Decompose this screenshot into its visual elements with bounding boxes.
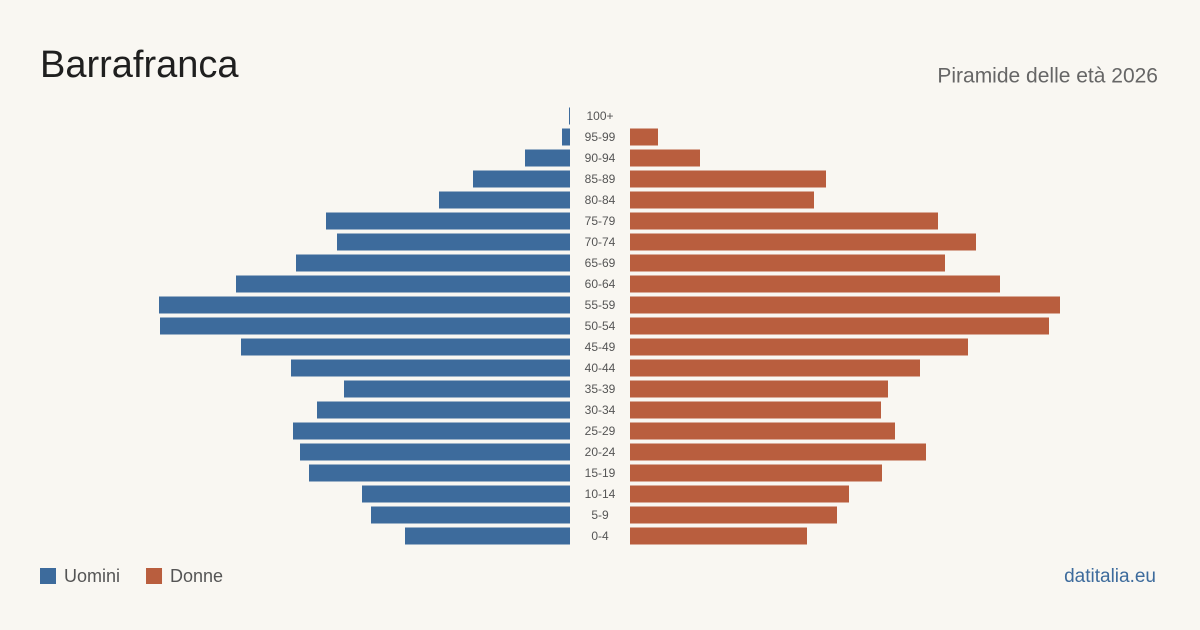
bar [291, 359, 570, 377]
bar [630, 506, 837, 524]
age-label: 35-39 [585, 382, 616, 396]
bar [630, 275, 1000, 293]
bar [630, 422, 895, 440]
bar [630, 359, 920, 377]
bar [630, 170, 826, 188]
chart-subtitle: Piramide delle età 2026 [937, 65, 1158, 88]
bar [630, 527, 807, 545]
legend-label: Donne [170, 566, 223, 586]
age-label: 10-14 [585, 487, 616, 501]
legend-label: Uomini [64, 566, 120, 586]
chart-title: Barrafranca [40, 44, 239, 86]
bar [525, 149, 570, 167]
bar [569, 107, 570, 125]
age-label: 75-79 [585, 214, 616, 228]
age-label: 30-34 [585, 403, 616, 417]
bar [236, 275, 570, 293]
bar [562, 128, 570, 146]
age-label: 100+ [586, 109, 613, 123]
bar [241, 338, 570, 356]
bar [326, 212, 570, 230]
bar [630, 317, 1049, 335]
bar [630, 191, 814, 209]
age-label: 0-4 [591, 529, 609, 543]
age-label: 45-49 [585, 340, 616, 354]
age-label: 65-69 [585, 256, 616, 270]
age-label: 60-64 [585, 277, 616, 291]
bar [630, 254, 945, 272]
bar [630, 338, 968, 356]
bar [630, 485, 849, 503]
bar [630, 380, 888, 398]
age-label: 15-19 [585, 466, 616, 480]
age-label: 80-84 [585, 193, 616, 207]
legend-swatch [146, 568, 163, 584]
bar [405, 527, 570, 545]
age-label: 40-44 [585, 361, 616, 375]
bar [630, 212, 938, 230]
bar [371, 506, 570, 524]
age-label: 85-89 [585, 172, 616, 186]
bar [293, 422, 570, 440]
bar [630, 401, 881, 419]
source: datitalia.eu [1064, 566, 1156, 587]
age-label: 90-94 [585, 151, 616, 165]
bar [473, 170, 570, 188]
bar [439, 191, 570, 209]
legend-swatch [40, 568, 56, 584]
bar [160, 317, 570, 335]
age-label: 20-24 [585, 445, 616, 459]
bar [630, 128, 658, 146]
bar [362, 485, 570, 503]
bar [344, 380, 570, 398]
bar [630, 464, 882, 482]
age-label: 95-99 [585, 130, 616, 144]
bar [300, 443, 570, 461]
age-label: 5-9 [591, 508, 609, 522]
age-label: 25-29 [585, 424, 616, 438]
age-label: 50-54 [585, 319, 616, 333]
bar [309, 464, 570, 482]
age-label: 55-59 [585, 298, 616, 312]
bar [159, 296, 570, 314]
bar [296, 254, 570, 272]
bar [337, 233, 570, 251]
bar [630, 149, 700, 167]
bar [317, 401, 570, 419]
bar [630, 233, 976, 251]
bar [630, 296, 1060, 314]
age-label: 70-74 [585, 235, 616, 249]
bar [630, 443, 926, 461]
